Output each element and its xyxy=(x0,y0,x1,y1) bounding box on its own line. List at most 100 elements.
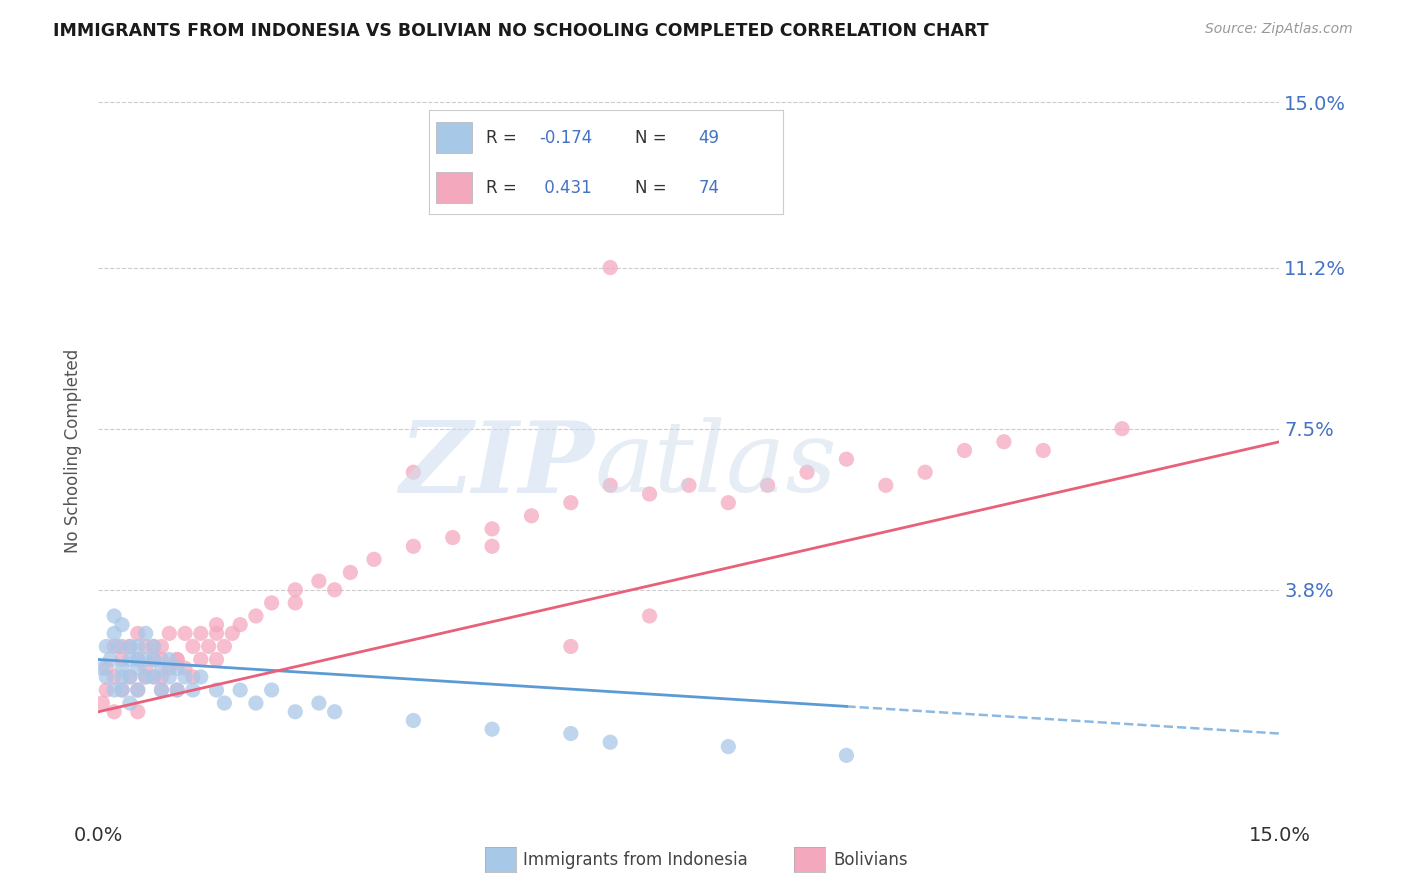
Point xyxy=(221,626,243,640)
Point xyxy=(678,478,700,492)
Point xyxy=(135,640,157,654)
Point xyxy=(260,683,283,698)
Point xyxy=(481,722,503,736)
Point xyxy=(363,552,385,566)
Point xyxy=(135,661,157,675)
Point xyxy=(103,670,125,684)
Point xyxy=(118,696,141,710)
Point xyxy=(127,705,149,719)
Point xyxy=(229,683,252,698)
Point xyxy=(111,617,134,632)
Y-axis label: No Schooling Completed: No Schooling Completed xyxy=(65,349,83,552)
Point xyxy=(96,670,118,684)
Point xyxy=(111,683,134,698)
Point xyxy=(118,652,141,666)
Point xyxy=(599,478,621,492)
Text: Source: ZipAtlas.com: Source: ZipAtlas.com xyxy=(1205,22,1353,37)
Point xyxy=(166,652,188,666)
Point xyxy=(103,705,125,719)
Point xyxy=(166,683,188,698)
Point xyxy=(174,670,197,684)
Point xyxy=(135,670,157,684)
Point xyxy=(118,640,141,654)
Point xyxy=(96,640,118,654)
Point xyxy=(111,652,134,666)
Point xyxy=(127,683,149,698)
Point xyxy=(142,670,165,684)
Point xyxy=(717,739,740,754)
Point xyxy=(166,683,188,698)
Point xyxy=(190,626,212,640)
Point xyxy=(127,626,149,640)
Point xyxy=(118,670,141,684)
Point xyxy=(174,661,197,675)
Point xyxy=(91,696,114,710)
Point xyxy=(127,683,149,698)
Point xyxy=(96,683,118,698)
Point xyxy=(481,522,503,536)
Point xyxy=(214,696,236,710)
Point xyxy=(111,661,134,675)
Point xyxy=(150,652,173,666)
Point xyxy=(205,626,228,640)
Point xyxy=(181,683,204,698)
Point xyxy=(717,496,740,510)
Point xyxy=(118,670,141,684)
Point xyxy=(157,670,180,684)
Point xyxy=(402,539,425,553)
Point xyxy=(481,539,503,553)
Point xyxy=(150,661,173,675)
Point xyxy=(103,609,125,624)
Point xyxy=(323,705,346,719)
Point xyxy=(339,566,361,580)
Point xyxy=(1032,443,1054,458)
Point xyxy=(560,640,582,654)
Point xyxy=(520,508,543,523)
Point xyxy=(835,748,858,763)
Point xyxy=(127,652,149,666)
Point xyxy=(103,683,125,698)
Point xyxy=(260,596,283,610)
Point xyxy=(245,696,267,710)
Point xyxy=(150,683,173,698)
Point xyxy=(118,640,141,654)
Point xyxy=(135,626,157,640)
Point xyxy=(205,617,228,632)
Point xyxy=(638,487,661,501)
Point xyxy=(157,626,180,640)
Point xyxy=(599,260,621,275)
Point xyxy=(127,640,149,654)
Point xyxy=(150,670,173,684)
Point xyxy=(245,609,267,624)
Point xyxy=(914,465,936,479)
Point xyxy=(560,496,582,510)
Point xyxy=(166,652,188,666)
Point xyxy=(107,640,129,654)
Point xyxy=(190,670,212,684)
Point xyxy=(181,640,204,654)
Point xyxy=(308,696,330,710)
Point xyxy=(796,465,818,479)
Point xyxy=(1111,422,1133,436)
Point xyxy=(756,478,779,492)
Point xyxy=(166,661,188,675)
Point xyxy=(142,640,165,654)
Point xyxy=(135,670,157,684)
Point xyxy=(953,443,976,458)
Point xyxy=(205,683,228,698)
Point xyxy=(402,465,425,479)
Point xyxy=(229,617,252,632)
Text: Immigrants from Indonesia: Immigrants from Indonesia xyxy=(523,851,748,869)
Point xyxy=(98,652,121,666)
Point xyxy=(150,683,173,698)
Point xyxy=(174,626,197,640)
Point xyxy=(993,434,1015,449)
Point xyxy=(142,652,165,666)
Point xyxy=(157,661,180,675)
Text: Bolivians: Bolivians xyxy=(834,851,908,869)
Point xyxy=(835,452,858,467)
Point xyxy=(402,714,425,728)
Point xyxy=(214,640,236,654)
Text: atlas: atlas xyxy=(595,417,837,513)
Point xyxy=(190,652,212,666)
